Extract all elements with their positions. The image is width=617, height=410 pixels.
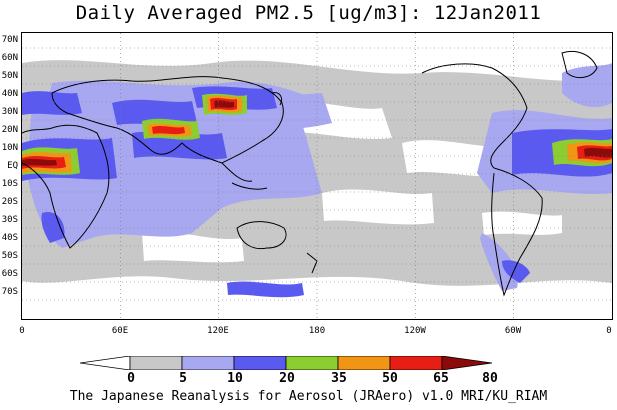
lon-label-180: 180 (308, 326, 326, 336)
map-title: Daily Averaged PM2.5 [ug/m3]: 12Jan2011 (75, 2, 542, 24)
lat-label-30s: 30S (1, 215, 18, 225)
pm25-map (22, 33, 612, 319)
lon-label-60e: 60E (111, 326, 129, 336)
lon-label-120e: 120E (207, 326, 229, 336)
colorbar-label-5: 5 (179, 371, 187, 386)
lon-label-120w: 120W (404, 326, 426, 336)
colorbar-label-20: 20 (279, 371, 295, 386)
map-plot-area (21, 32, 613, 320)
colorbar-segment-80-plus (441, 356, 493, 370)
lat-label-40s: 40S (1, 233, 18, 243)
colorbar-segment-10-20 (181, 356, 235, 370)
colorbar-label-80: 80 (482, 371, 498, 386)
colorbar (80, 356, 493, 370)
lat-label-70s: 70S (1, 287, 18, 297)
lat-label-eq: EQ (7, 161, 18, 171)
lat-label-70n: 70N (1, 35, 18, 45)
lat-label-30n: 30N (1, 107, 18, 117)
colorbar-segment-0-5 (80, 356, 131, 370)
colorbar-segment-5-10 (129, 356, 183, 370)
colorbar-segment-65-80 (389, 356, 443, 370)
lon-label-0-east: 0 (606, 326, 612, 336)
colorbar-label-35: 35 (331, 371, 347, 386)
lat-label-10n: 10N (1, 143, 18, 153)
lon-label-60w: 60W (504, 326, 522, 336)
colorbar-label-65: 65 (433, 371, 449, 386)
colorbar-segment-50-65 (337, 356, 391, 370)
lat-label-20s: 20S (1, 197, 18, 207)
lat-label-10s: 10S (1, 179, 18, 189)
lon-label-0-west: 0 (19, 326, 25, 336)
colorbar-label-10: 10 (227, 371, 243, 386)
colorbar-label-0: 0 (127, 371, 135, 386)
colorbar-segment-20-35 (233, 356, 287, 370)
lat-label-40n: 40N (1, 89, 18, 99)
colorbar-segment-35-50 (285, 356, 339, 370)
lat-label-60s: 60S (1, 269, 18, 279)
concentration-field (22, 33, 612, 319)
lat-label-50n: 50N (1, 71, 18, 81)
lat-label-50s: 50S (1, 251, 18, 261)
colorbar-label-50: 50 (382, 371, 398, 386)
lat-label-20n: 20N (1, 125, 18, 135)
data-source-credit: The Japanese Reanalysis for Aerosol (JRA… (69, 389, 548, 404)
lat-label-60n: 60N (1, 53, 18, 63)
